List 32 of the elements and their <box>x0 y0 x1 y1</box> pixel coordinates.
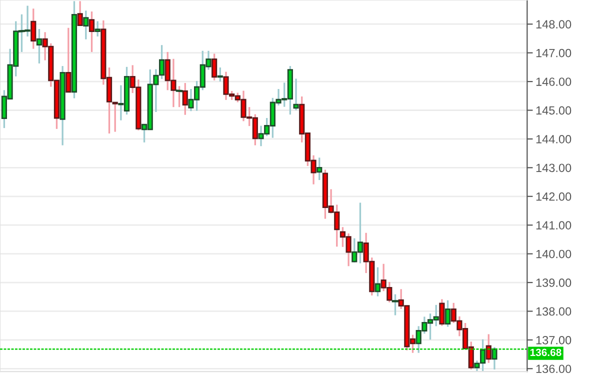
candlestick <box>316 156 322 181</box>
candlestick <box>77 0 83 26</box>
candlestick <box>94 20 100 38</box>
candlestick <box>212 52 218 82</box>
y-tick-label: 148.00 <box>536 20 572 29</box>
candlestick <box>88 10 95 53</box>
y-tick-label: 145.00 <box>536 106 572 115</box>
candlestick <box>392 293 399 316</box>
y-tick-label: 139.00 <box>536 278 572 287</box>
y-tick-label: 137.00 <box>536 336 572 344</box>
candlestick <box>36 28 42 64</box>
candlestick <box>492 346 498 370</box>
candlestick <box>182 82 188 116</box>
y-tick-label: 146.00 <box>536 78 572 86</box>
candlestick <box>217 66 223 82</box>
y-tick-label: 143.00 <box>536 164 572 172</box>
candlestick <box>374 266 381 298</box>
y-tick-label: 136.00 <box>536 364 572 374</box>
y-tick-label: 142.00 <box>536 192 572 201</box>
candlestick <box>83 10 89 40</box>
y-tick-label: 138.00 <box>536 307 572 316</box>
candlestick <box>439 298 445 327</box>
candlestick <box>293 78 299 112</box>
candlestick <box>444 299 451 328</box>
y-tick-label: 144.00 <box>536 134 572 144</box>
y-tick-label: 140.00 <box>536 250 572 258</box>
ref-line-label: 136.68 <box>530 348 562 356</box>
candlestick <box>66 27 72 93</box>
y-tick-label: 147.00 <box>536 48 572 58</box>
candlestick <box>486 333 492 364</box>
candlestick <box>30 8 36 50</box>
y-tick-label: 141.00 <box>536 221 572 230</box>
